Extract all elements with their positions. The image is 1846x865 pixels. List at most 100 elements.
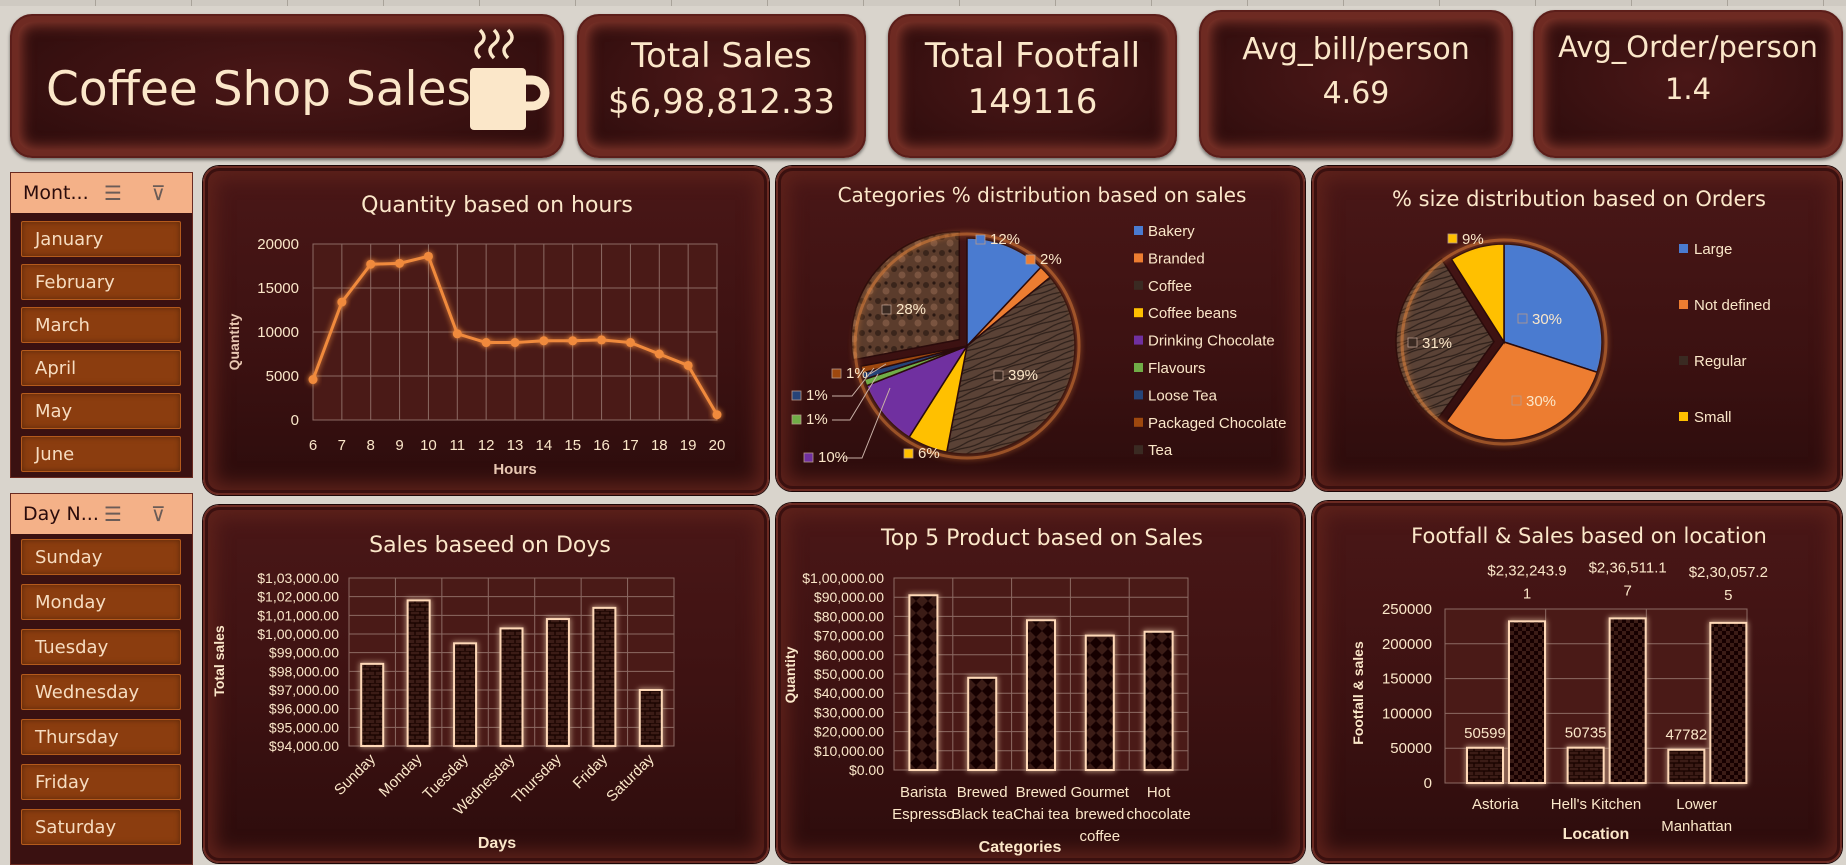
kpi-label: Total Footfall xyxy=(924,36,1141,76)
chart-title: % size distribution based on Orders xyxy=(1392,187,1766,211)
slicer-item-tuesday[interactable]: Tuesday xyxy=(21,629,181,665)
chart-top-products[interactable]: Top 5 Product based on Sales $1,00,000.00… xyxy=(776,503,1305,863)
clear-filter-icon[interactable]: ⊽ xyxy=(151,181,166,205)
bar xyxy=(545,618,570,747)
data-label-marker xyxy=(1511,395,1522,406)
data-label: 31% xyxy=(1422,335,1452,352)
pie-slice xyxy=(1445,341,1599,441)
bar xyxy=(1466,746,1504,784)
slicer-item-thursday[interactable]: Thursday xyxy=(21,719,181,755)
slicer-header: Day N... ☰ ⊽ xyxy=(11,494,192,534)
x-tick-label: 13 xyxy=(507,437,524,454)
x-tick-label: Espresso xyxy=(892,806,955,823)
legend-label: Tea xyxy=(1148,442,1173,459)
slicer-item-may[interactable]: May xyxy=(21,393,181,429)
data-label: 10% xyxy=(818,449,848,466)
data-label-marker xyxy=(1447,233,1458,244)
chart-size-distribution[interactable]: % size distribution based on Orders 30% 30… xyxy=(1312,166,1842,491)
x-tick-label: 10 xyxy=(420,437,437,454)
y-tick-label: $30,000.00 xyxy=(814,704,884,720)
legend-swatch xyxy=(1679,412,1688,421)
x-tick-label: 6 xyxy=(309,437,317,454)
legend-label: Regular xyxy=(1694,353,1747,370)
legend-swatch xyxy=(1134,253,1143,263)
slicer-item-february[interactable]: February xyxy=(21,264,181,300)
legend-label: Not defined xyxy=(1694,297,1771,314)
data-label: 1% xyxy=(806,387,828,404)
data-label: 1% xyxy=(846,365,868,382)
slicer-item-january[interactable]: January xyxy=(21,221,181,257)
legend-label: Loose Tea xyxy=(1148,387,1218,404)
legend-swatch xyxy=(1134,417,1143,427)
leader-line xyxy=(832,367,875,397)
slicer-item-june[interactable]: June xyxy=(21,436,181,472)
chart-sales-by-day[interactable]: Sales baseed on Doys $1,03,000.00 $1,02,00… xyxy=(203,505,769,863)
slicer-item-saturday[interactable]: Saturday xyxy=(21,809,181,845)
data-point xyxy=(423,251,433,261)
pie-slice xyxy=(1450,243,1505,345)
y-axis-title: Footfall & sales xyxy=(1350,641,1366,745)
kpi-label: Total Sales xyxy=(631,36,812,76)
slicer-item-sunday[interactable]: Sunday xyxy=(21,539,181,575)
data-point xyxy=(366,259,376,269)
x-tick-label: 16 xyxy=(593,437,610,454)
data-point xyxy=(452,329,462,339)
bar xyxy=(1608,617,1647,784)
data-label-marker xyxy=(831,368,842,379)
slicer-item-march[interactable]: March xyxy=(21,307,181,343)
legend-swatch xyxy=(1134,363,1143,372)
chart-location[interactable]: Footfall & Sales based on location 250000… xyxy=(1312,501,1842,863)
y-tick-label: 20000 xyxy=(257,236,299,253)
x-tick-label: 8 xyxy=(367,437,375,454)
x-tick-label: 15 xyxy=(564,437,581,454)
month-slicer: Mont... ☰ ⊽ January February March April… xyxy=(10,172,193,478)
y-tick-label: 150000 xyxy=(1382,671,1432,688)
y-tick-label: $94,000.00 xyxy=(269,738,339,754)
x-tick-label: 19 xyxy=(680,437,697,454)
data-point xyxy=(683,360,693,370)
x-tick-label: 14 xyxy=(536,437,553,454)
kpi-avg-order: Avg_Order/person 1.4 xyxy=(1533,10,1843,158)
data-label: 12% xyxy=(990,231,1020,248)
y-tick-label: $80,000.00 xyxy=(814,608,884,624)
y-tick-label: $0.00 xyxy=(849,762,884,778)
legend-label: Coffee beans xyxy=(1148,305,1237,322)
slicer-item-april[interactable]: April xyxy=(21,350,181,386)
legend-label: Drinking Chocolate xyxy=(1148,333,1275,350)
bar-chart: Top 5 Product based on Sales $1,00,000.00… xyxy=(782,526,1203,856)
data-label: 50735 xyxy=(1565,725,1607,742)
slicer-item-wednesday[interactable]: Wednesday xyxy=(21,674,181,710)
coffee-cup-icon xyxy=(470,28,550,130)
data-label-marker xyxy=(791,414,802,425)
legend-swatch xyxy=(1134,280,1143,290)
multi-select-icon[interactable]: ☰ xyxy=(104,181,122,205)
legend-label: Branded xyxy=(1148,250,1205,267)
bar xyxy=(1026,619,1056,771)
data-point xyxy=(481,338,491,348)
slicer-header: Mont... ☰ ⊽ xyxy=(11,173,192,213)
legend-swatch xyxy=(1134,335,1143,345)
x-tick-label: Chai tea xyxy=(1013,806,1070,823)
multi-select-icon[interactable]: ☰ xyxy=(104,502,122,526)
kpi-value: 149116 xyxy=(967,82,1098,122)
chart-title: Categories % distribution based on sales xyxy=(838,183,1247,207)
data-label: $2,32,243.9 xyxy=(1487,562,1566,579)
chart-title: Quantity based on hours xyxy=(361,193,633,218)
x-tick-label: Manhattan xyxy=(1661,818,1732,835)
data-point xyxy=(510,338,520,348)
x-tick-label: Hell's Kitchen xyxy=(1551,796,1641,813)
chart-category-distribution[interactable]: Categories % distribution based on sales… xyxy=(776,166,1305,491)
data-label-marker xyxy=(881,304,892,315)
y-tick-label: $40,000.00 xyxy=(814,685,884,701)
x-tick-label: Gourmet xyxy=(1071,784,1130,801)
y-tick-label: $97,000.00 xyxy=(269,682,339,698)
kpi-value: 4.69 xyxy=(1322,76,1390,111)
chart-quantity-by-hour[interactable]: Quantity based on hours 20000 15000 10000 50… xyxy=(203,166,769,495)
slicer-item-monday[interactable]: Monday xyxy=(21,584,181,620)
x-tick-label: 9 xyxy=(395,437,403,454)
data-label-marker xyxy=(1025,254,1036,265)
x-tick-label: Friday xyxy=(570,750,612,792)
bar xyxy=(360,662,385,747)
slicer-item-friday[interactable]: Friday xyxy=(21,764,181,800)
clear-filter-icon[interactable]: ⊽ xyxy=(151,502,166,526)
